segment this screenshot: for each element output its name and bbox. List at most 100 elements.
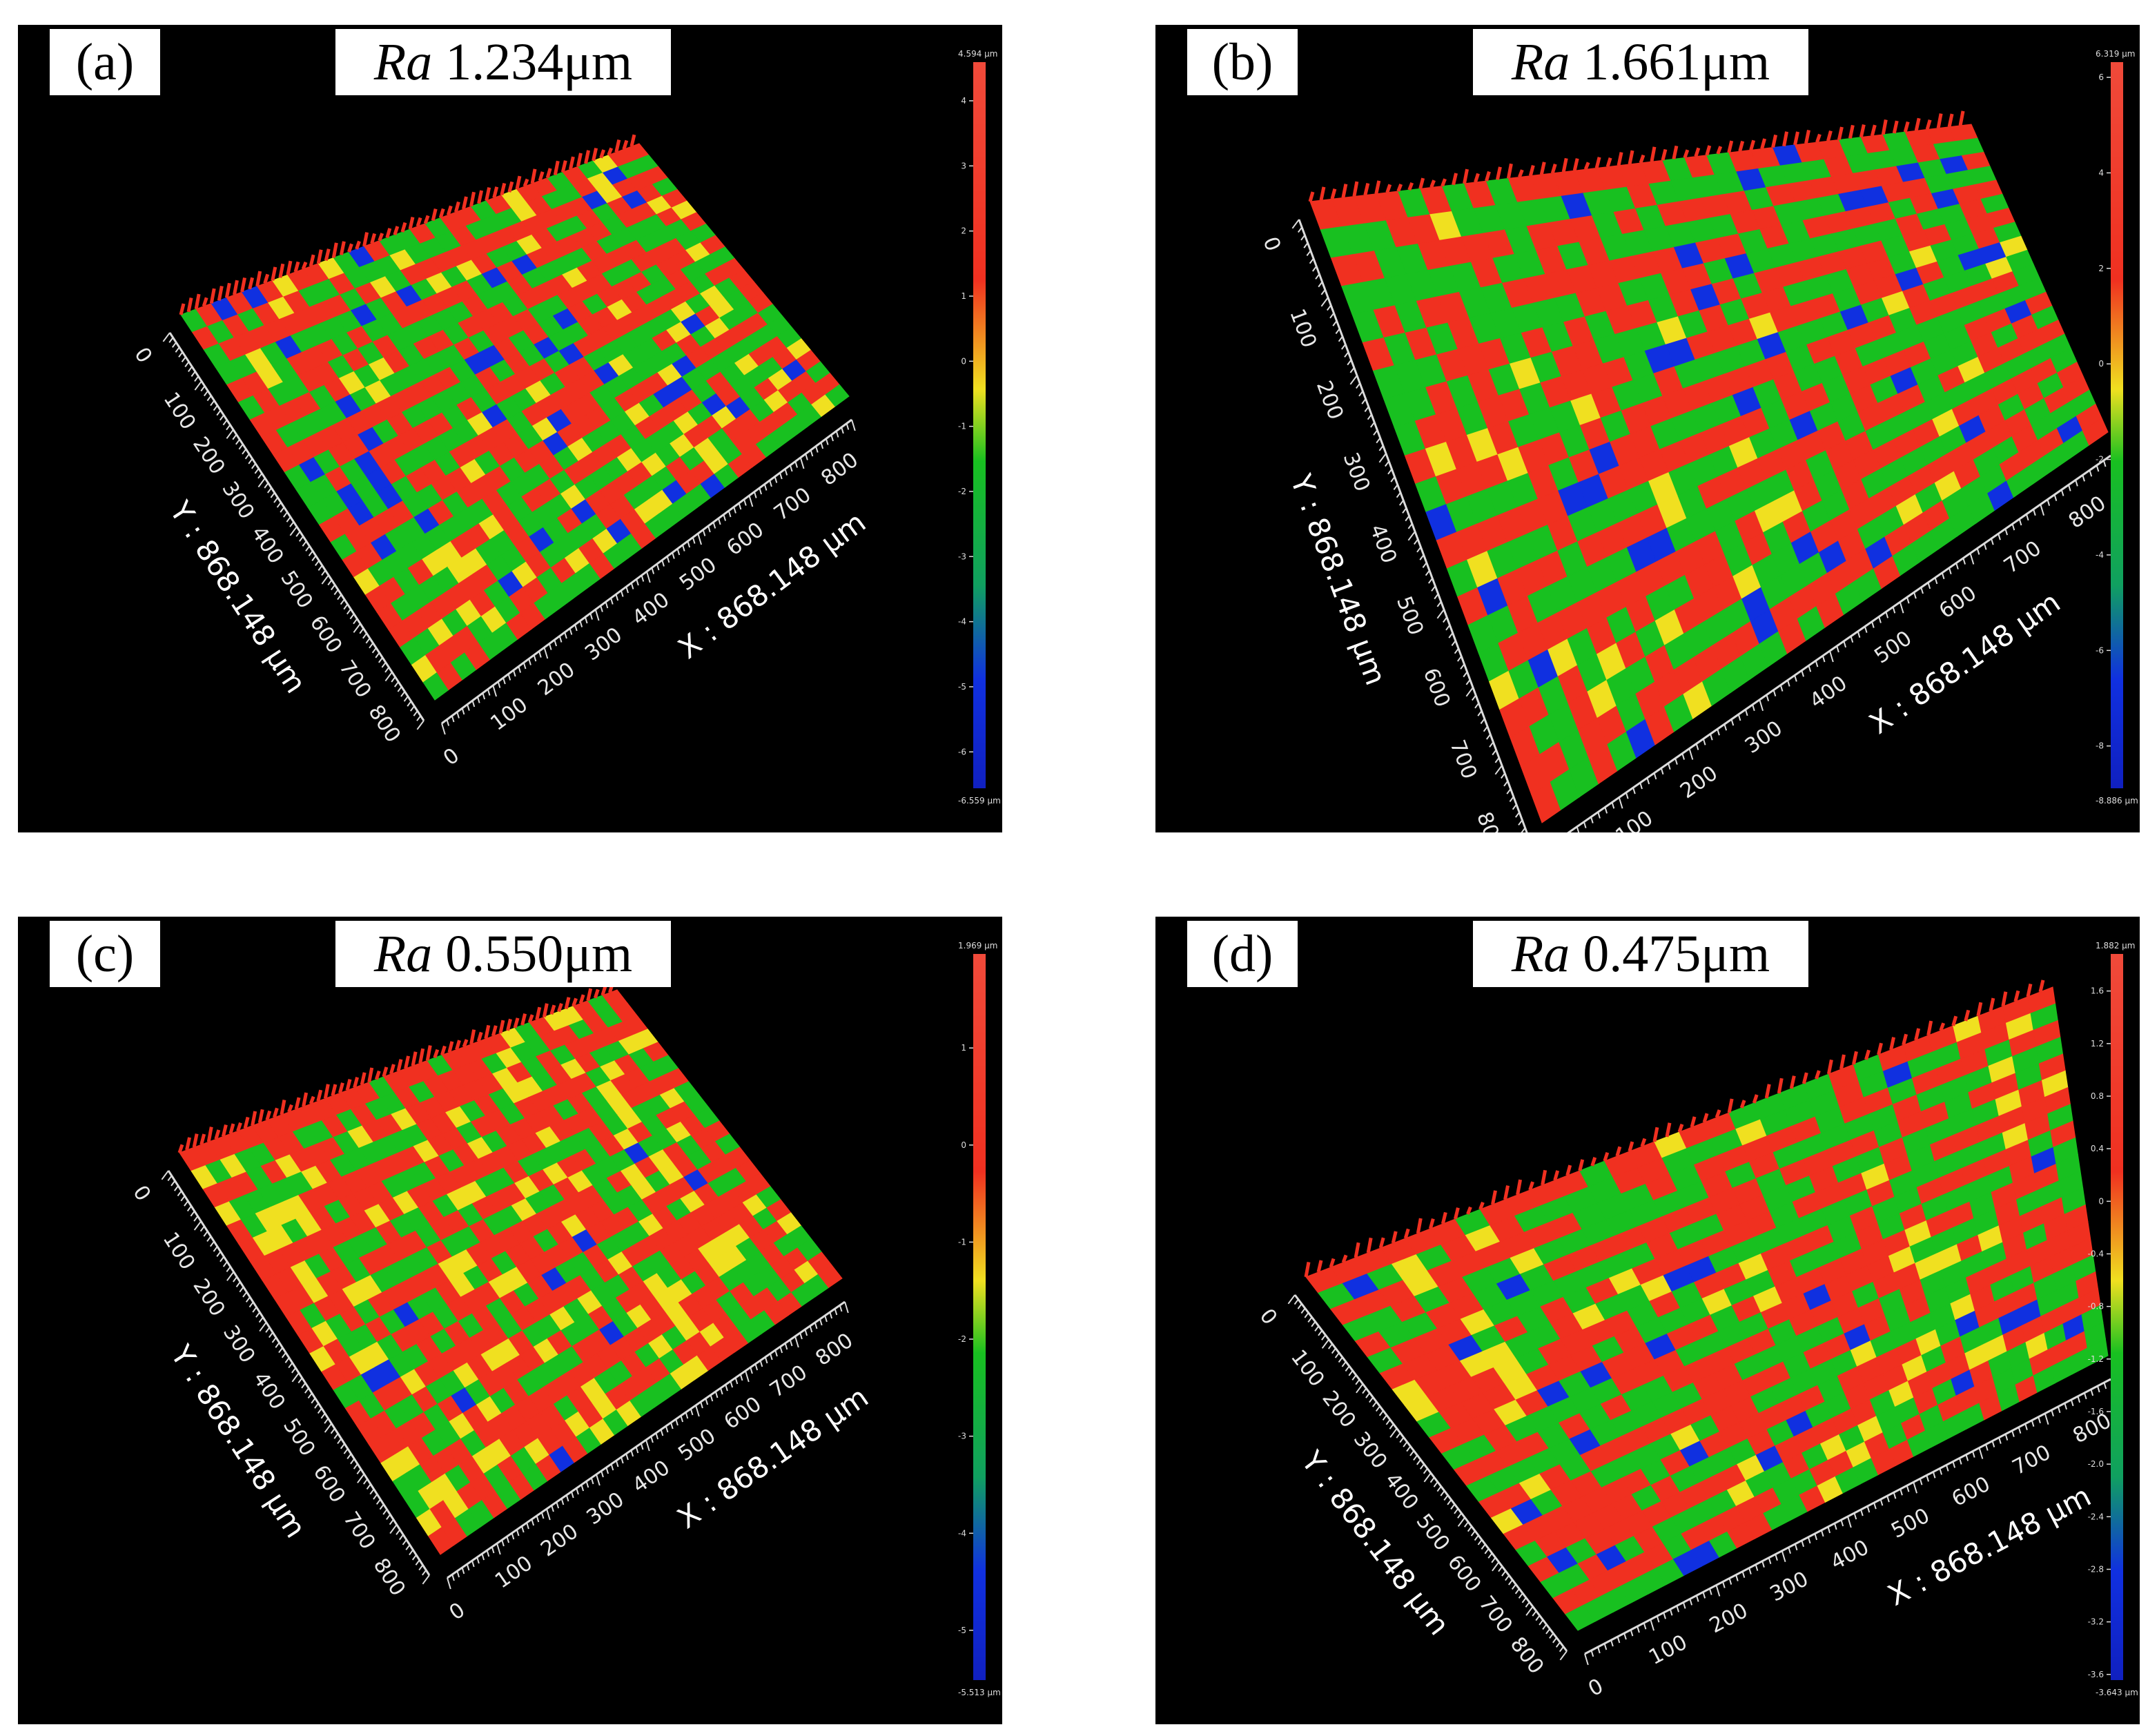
x-axis-tick [630, 583, 634, 589]
x-axis-tick [554, 639, 558, 647]
y-axis-tick [1416, 546, 1422, 553]
y-axis-tick [291, 1367, 297, 1374]
scale-tick-label: -2 [958, 487, 966, 496]
y-axis-tick [379, 1503, 384, 1510]
x-axis-tick [1843, 641, 1847, 648]
x-tick-label: 300 [580, 623, 627, 665]
x-axis-tick [1688, 748, 1694, 760]
x-axis-tick [635, 1446, 639, 1454]
x-axis-tick [590, 1477, 594, 1485]
y-axis-tick [1334, 1352, 1340, 1358]
color-scale-bar [973, 62, 986, 788]
y-axis-tick [239, 1286, 244, 1293]
profilometry-panel-d: 0 100 200 300 400 500 600 700 800 0 100 200 300 400 50… [1155, 917, 2140, 1724]
x-axis-tick [692, 537, 696, 544]
x-axis-tick [1962, 558, 1966, 565]
y-axis-tick [1309, 257, 1314, 264]
scale-tick-label: 0 [961, 1140, 966, 1150]
scale-tick-label: -6 [2096, 645, 2104, 655]
surface-cell [817, 1265, 843, 1289]
y-tick-label: 300 [1349, 1427, 1392, 1474]
x-axis-tick [451, 1574, 455, 1581]
x-axis-tick [743, 499, 747, 506]
y-axis-tick [1480, 718, 1485, 725]
x-axis-tick [1695, 1595, 1699, 1602]
y-axis-tick [1454, 647, 1459, 654]
ra-value: 0.475μm [1583, 925, 1770, 983]
y-axis-tick [1456, 656, 1463, 662]
surface-peak [1694, 147, 1701, 157]
y-tick-label: 400 [1365, 521, 1401, 567]
x-axis-tick [841, 427, 844, 434]
x-axis-tick [1945, 1465, 1949, 1472]
x-axis-tick [2070, 1399, 2074, 1407]
y-axis-tick [1287, 1294, 1296, 1305]
x-axis-tick [1829, 650, 1834, 663]
y-axis-tick [1338, 1356, 1343, 1363]
surface-cell [2082, 417, 2109, 446]
y-axis-tick [1318, 281, 1323, 288]
surface-peak [1378, 1237, 1385, 1249]
y-tick-label: 100 [158, 1228, 199, 1274]
x-axis-tick [2004, 528, 2009, 536]
x-axis-tick [774, 476, 778, 483]
surface-peak [1528, 164, 1535, 177]
y-axis-tick [1512, 803, 1517, 810]
x-axis-tick [467, 704, 470, 711]
surface-peak [438, 208, 445, 219]
surface-peak [1308, 191, 1315, 202]
x-axis-tick [1735, 1574, 1739, 1581]
y-axis-tick [184, 361, 190, 367]
y-axis-tick [1535, 1615, 1541, 1621]
surface-peak [199, 1133, 206, 1145]
surface-peak [1503, 1185, 1510, 1200]
y-axis-tick [308, 550, 313, 556]
x-axis-tick [585, 1481, 589, 1488]
surface-peak [513, 1017, 520, 1028]
surface-peak [370, 233, 377, 244]
y-axis-tick [226, 429, 234, 439]
surface-peak [553, 160, 560, 175]
x-axis-tick [1724, 723, 1728, 731]
y-axis-tick [184, 1200, 189, 1207]
y-axis-tick [177, 1190, 182, 1197]
scale-tick-label: -2 [958, 1334, 966, 1344]
y-axis-tick [238, 443, 244, 450]
surface-peak [1789, 1075, 1796, 1089]
x-axis-tick [1675, 758, 1678, 765]
y-axis-tick [1433, 1481, 1438, 1488]
y-axis-tick [362, 632, 368, 639]
x-axis-tick [1775, 1554, 1778, 1561]
y-axis-tick [1384, 460, 1390, 467]
surface-peak [1330, 188, 1337, 199]
y-axis-tick [304, 1387, 309, 1394]
scale-max-label: 6.319 μm [2096, 49, 2136, 59]
y-axis-tick [302, 540, 307, 547]
surface-peak [507, 181, 514, 193]
surface-peak [1354, 1242, 1360, 1258]
y-axis-tick [1518, 1592, 1523, 1599]
y-axis-tick [213, 404, 218, 411]
surface-peak [1352, 181, 1359, 197]
x-axis-tick [723, 514, 727, 521]
surface-peak [1363, 182, 1370, 196]
x-axis-tick [1682, 1602, 1686, 1609]
x-axis-tick [621, 1456, 624, 1464]
x-axis-tick [824, 1315, 828, 1323]
y-axis-tick [393, 681, 400, 687]
x-tick-label: 800 [2064, 491, 2111, 534]
x-axis-tick [551, 1505, 554, 1512]
x-axis-tick [1773, 690, 1777, 696]
x-axis-tick [482, 692, 486, 700]
x-axis-tick [1913, 1481, 1918, 1494]
x-axis-tick [543, 647, 549, 659]
y-tick-label: 0 [129, 343, 157, 367]
y-axis-tick [375, 1499, 381, 1505]
y-tick-label: 700 [1474, 1592, 1517, 1638]
y-axis-tick [1485, 734, 1492, 740]
x-axis-tick [2064, 1403, 2067, 1410]
x-axis-tick [764, 1356, 768, 1364]
x-axis-tick [1853, 1512, 1857, 1520]
y-axis-tick [1405, 515, 1410, 522]
x-axis-tick [2090, 1389, 2094, 1396]
